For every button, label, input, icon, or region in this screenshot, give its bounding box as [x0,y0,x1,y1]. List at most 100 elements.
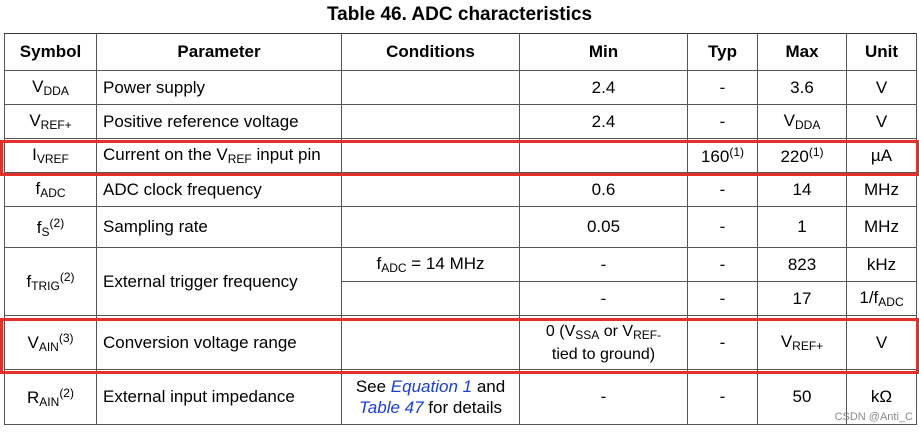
table-title: Table 46. ADC characteristics [326,4,593,25]
header-typ: Typ [687,33,758,71]
header-max: Max [757,33,847,71]
unit-cell: V [846,104,917,139]
symbol-text: f [26,272,32,291]
unit-cell: kΩ [846,369,917,425]
header-parameter: Parameter [96,33,342,71]
header-unit: Unit [846,33,917,71]
typ-cell: 160(1) [687,138,758,173]
conditions-cell [341,70,520,105]
typ-cell: - [687,369,758,425]
conditions-cell [341,104,520,139]
min-text: 0 (V [545,322,576,340]
min-cell: 2.4 [519,104,688,139]
symbol-subscript: AIN [39,394,60,409]
parameter-cell: External input impedance [96,369,342,425]
min-text: or V [599,322,634,340]
footnote-ref: (2) [49,215,65,230]
symbol-subscript: ADC [40,186,66,200]
symbol-subscript: REF+ [40,118,72,132]
symbol-subscript: S [41,224,50,239]
symbol-cell: fS(2) [4,206,97,248]
typ-cell: - [687,206,758,248]
symbol-cell: IVREF [4,138,97,173]
equation-1-link[interactable]: Equation 1 [390,377,473,396]
parameter-cell: ADC clock frequency [96,172,342,207]
condition-text: and [472,377,506,396]
symbol-text: R [27,387,40,407]
parameter-cell: External trigger frequency [96,247,342,316]
typ-text: 160 [700,146,730,166]
conditions-cell [341,172,520,207]
min-cell: - [519,247,688,282]
max-cell: 50 [757,369,847,425]
footnote-ref: (1) [729,144,745,159]
max-cell: VDDA [757,104,847,139]
conditions-cell [341,315,520,370]
unit-cell: kHz [846,247,917,282]
symbol-cell: fADC [4,172,97,207]
typ-cell: - [687,172,758,207]
unit-cell: MHz [846,206,917,248]
table-row: fADC ADC clock frequency 0.6 - 14 MHz [4,172,917,207]
symbol-cell: VAIN(3) [4,315,97,370]
conditions-cell [341,206,520,248]
unit-cell: MHz [846,172,917,207]
table-row: VREF+ Positive reference voltage 2.4 - V… [4,104,917,139]
header-min: Min [519,33,688,71]
symbol-subscript: AIN [38,340,59,354]
watermark: CSDN @Anti_C [834,411,913,423]
footnote-ref: (2) [59,270,75,284]
parameter-cell: Power supply [96,70,342,105]
unit-cell: V [846,315,917,370]
max-cell: VREF+ [757,315,847,370]
parameter-cell: Sampling rate [96,206,342,248]
conditions-cell: See Equation 1 and Table 47 for details [341,369,520,425]
parameter-cell: Conversion voltage range [96,315,342,370]
min-cell: 0.6 [519,172,688,207]
condition-text: f [376,254,382,273]
typ-cell: - [687,104,758,139]
table-row: - - 17 1/fADC [5,281,917,316]
symbol-text: f [35,179,41,198]
min-cell: 0 (VSSA or VREF-tied to ground) [519,315,688,370]
max-cell: 1 [757,206,847,248]
symbol-cell: VDDA [4,70,97,105]
max-cell: 823 [757,247,847,282]
min-subscript: REF- [633,327,662,342]
table-row: RAIN(2) External input impedance See Equ… [4,369,917,425]
max-cell: 220(1) [757,138,847,173]
symbol-text: V [29,111,41,130]
conditions-cell: fADC = 14 MHz [341,247,520,282]
min-text-line2: tied to ground) [551,345,656,363]
min-cell: - [519,281,688,316]
symbol-text: I [32,145,37,164]
symbol-subscript: TRIG [31,279,60,293]
unit-text: 1/f [859,288,879,307]
max-subscript: REF+ [792,339,824,353]
symbol-cell: fTRIG(2) [4,247,97,316]
symbol-cell: RAIN(2) [4,369,97,425]
table-row: fS(2) Sampling rate 0.05 - 1 MHz [4,206,917,248]
table-row: VDDA Power supply 2.4 - 3.6 V [4,70,917,105]
parameter-subscript: REF [227,152,252,166]
symbol-subscript: VREF [36,152,69,166]
min-cell: 0.05 [519,206,688,248]
table-47-link[interactable]: Table 47 [358,398,424,417]
typ-cell: - [687,70,758,105]
max-text: 220 [780,146,809,166]
max-text: V [783,111,795,130]
parameter-text: Current on the V [103,145,228,164]
typ-cell: - [687,315,758,370]
min-cell: 2.4 [519,70,688,105]
table-row: IVREF Current on the VREF input pin 160(… [4,138,917,173]
condition-subscript: ADC [381,261,407,275]
min-cell: - [519,369,688,425]
header-conditions: Conditions [341,33,520,71]
footnote-ref: (1) [808,144,824,159]
symbol-subscript: DDA [43,84,69,98]
max-cell: 3.6 [757,70,847,105]
min-subscript: SSA [575,327,600,342]
header-symbol: Symbol [4,33,97,71]
table-row: VAIN(3) Conversion voltage range 0 (VSSA… [4,315,917,370]
condition-text-tail: = 14 MHz [406,254,485,273]
